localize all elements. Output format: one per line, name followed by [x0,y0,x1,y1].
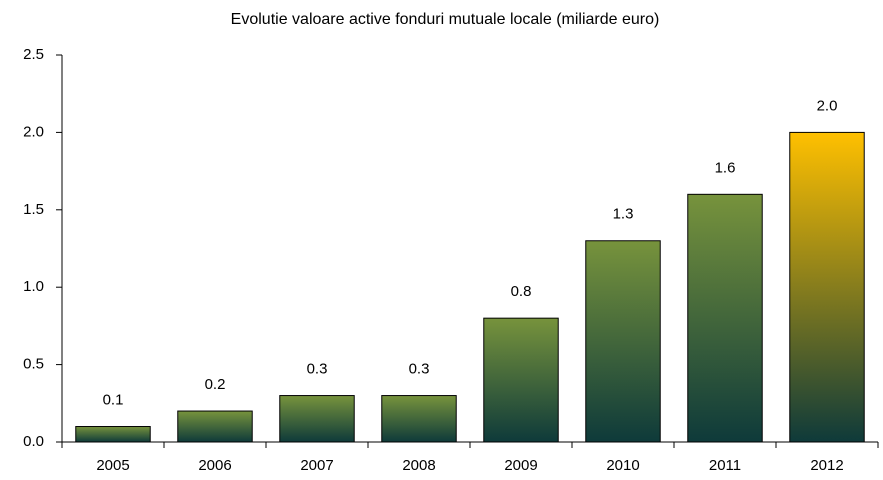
bar [177,410,253,443]
y-tick-label: 0.0 [23,433,44,450]
data-label: 0.2 [205,376,226,393]
x-tick-label: 2009 [504,457,537,474]
data-label: 0.1 [103,391,124,408]
x-tick-label: 2011 [709,457,741,474]
bar [279,395,355,443]
y-tick-label: 2.5 [23,46,44,63]
x-tick-label: 2010 [606,457,639,474]
data-label: 1.3 [613,206,634,223]
data-label: 2.0 [817,97,838,114]
bar [483,317,559,443]
x-tick-label: 2005 [96,457,129,474]
x-tick-label: 2008 [402,457,435,474]
y-tick-label: 0.5 [23,356,44,373]
y-tick-label: 1.5 [23,201,44,218]
bar [789,131,865,443]
x-tick-label: 2006 [198,457,231,474]
data-label: 0.8 [511,283,532,300]
y-tick-label: 1.0 [23,278,44,295]
bar [687,193,763,443]
bar [585,240,661,443]
x-tick-label: 2007 [300,457,333,474]
chart-title: Evolutie valoare active fonduri mutuale … [231,11,660,28]
data-label: 0.3 [409,361,430,378]
data-label: 0.3 [307,361,328,378]
bar [75,426,151,443]
bar [381,395,457,443]
y-tick-label: 2.0 [23,123,44,140]
x-tick-label: 2012 [810,457,843,474]
data-label: 1.6 [715,159,736,176]
